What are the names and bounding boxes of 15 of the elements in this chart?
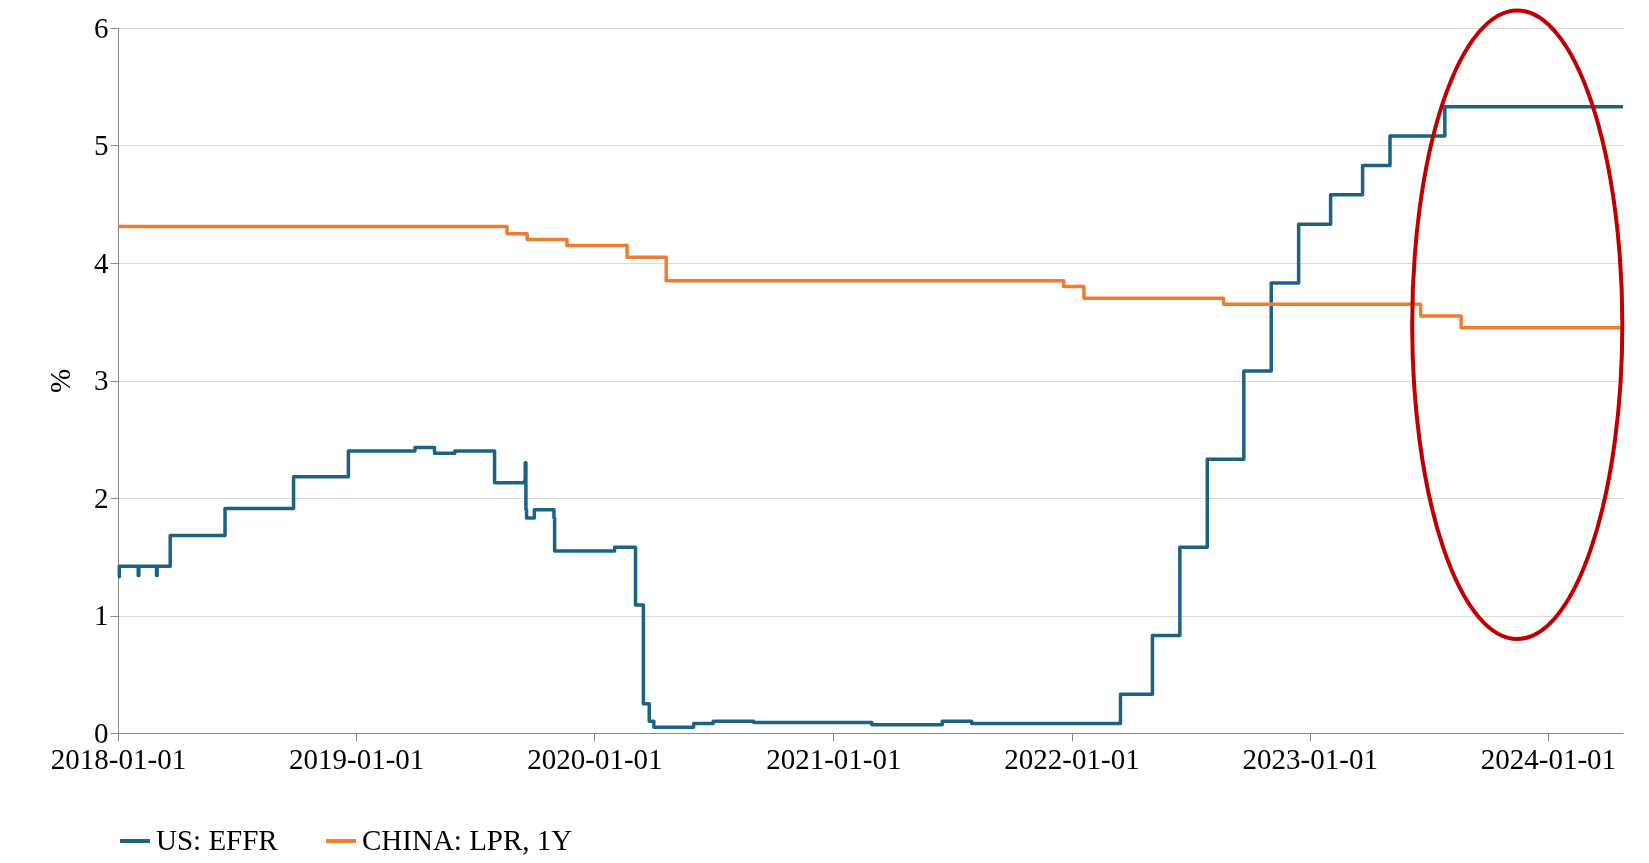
x-tick-label: 2022-01-01 [1004, 742, 1140, 775]
legend-label: US: EFFR [156, 824, 279, 856]
y-tick-label: 3 [94, 364, 109, 396]
x-tick-label: 2023-01-01 [1242, 742, 1378, 775]
x-tick-label: 2021-01-01 [766, 742, 902, 775]
x-tick-label: 2020-01-01 [527, 742, 663, 775]
y-axis-title: % [44, 368, 76, 394]
y-tick-label: 2 [94, 481, 109, 514]
y-tick-label: 5 [94, 129, 109, 161]
x-tick-label: 2024-01-01 [1480, 742, 1617, 775]
y-tick-label: 6 [94, 11, 109, 44]
legend-label: CHINA: LPR, 1Y [362, 824, 573, 856]
y-tick-label: 1 [94, 599, 109, 631]
x-tick-label: 2019-01-01 [289, 742, 425, 775]
y-tick-label: 4 [94, 246, 109, 279]
